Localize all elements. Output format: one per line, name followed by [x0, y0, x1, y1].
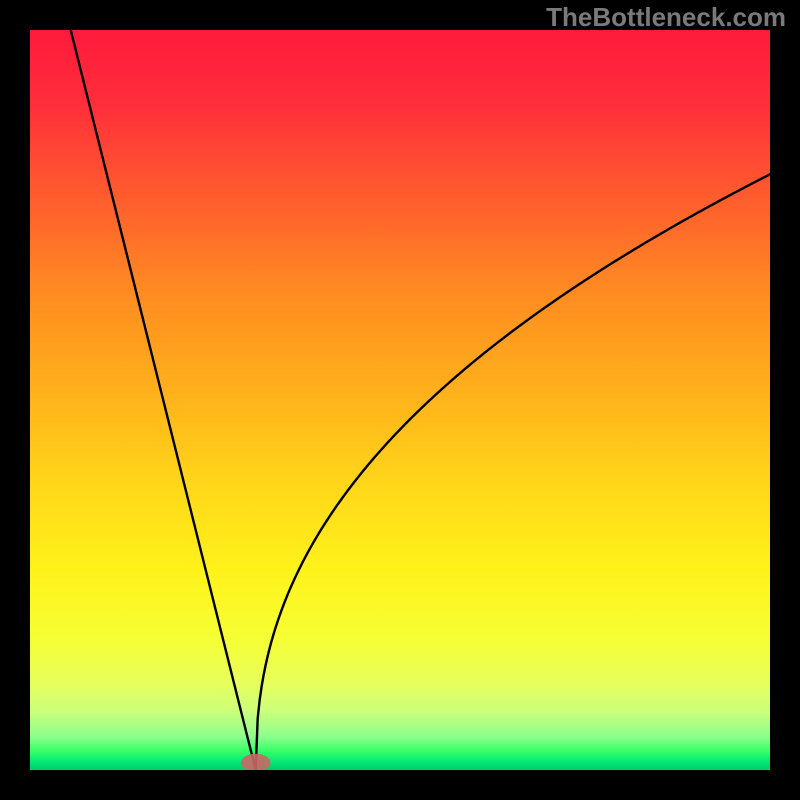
plot-area: [30, 30, 770, 770]
chart-svg: [30, 30, 770, 770]
watermark-text: TheBottleneck.com: [546, 2, 786, 33]
curve-left-branch: [71, 30, 256, 770]
curve-right-branch: [256, 174, 770, 770]
vertex-marker: [241, 754, 271, 770]
